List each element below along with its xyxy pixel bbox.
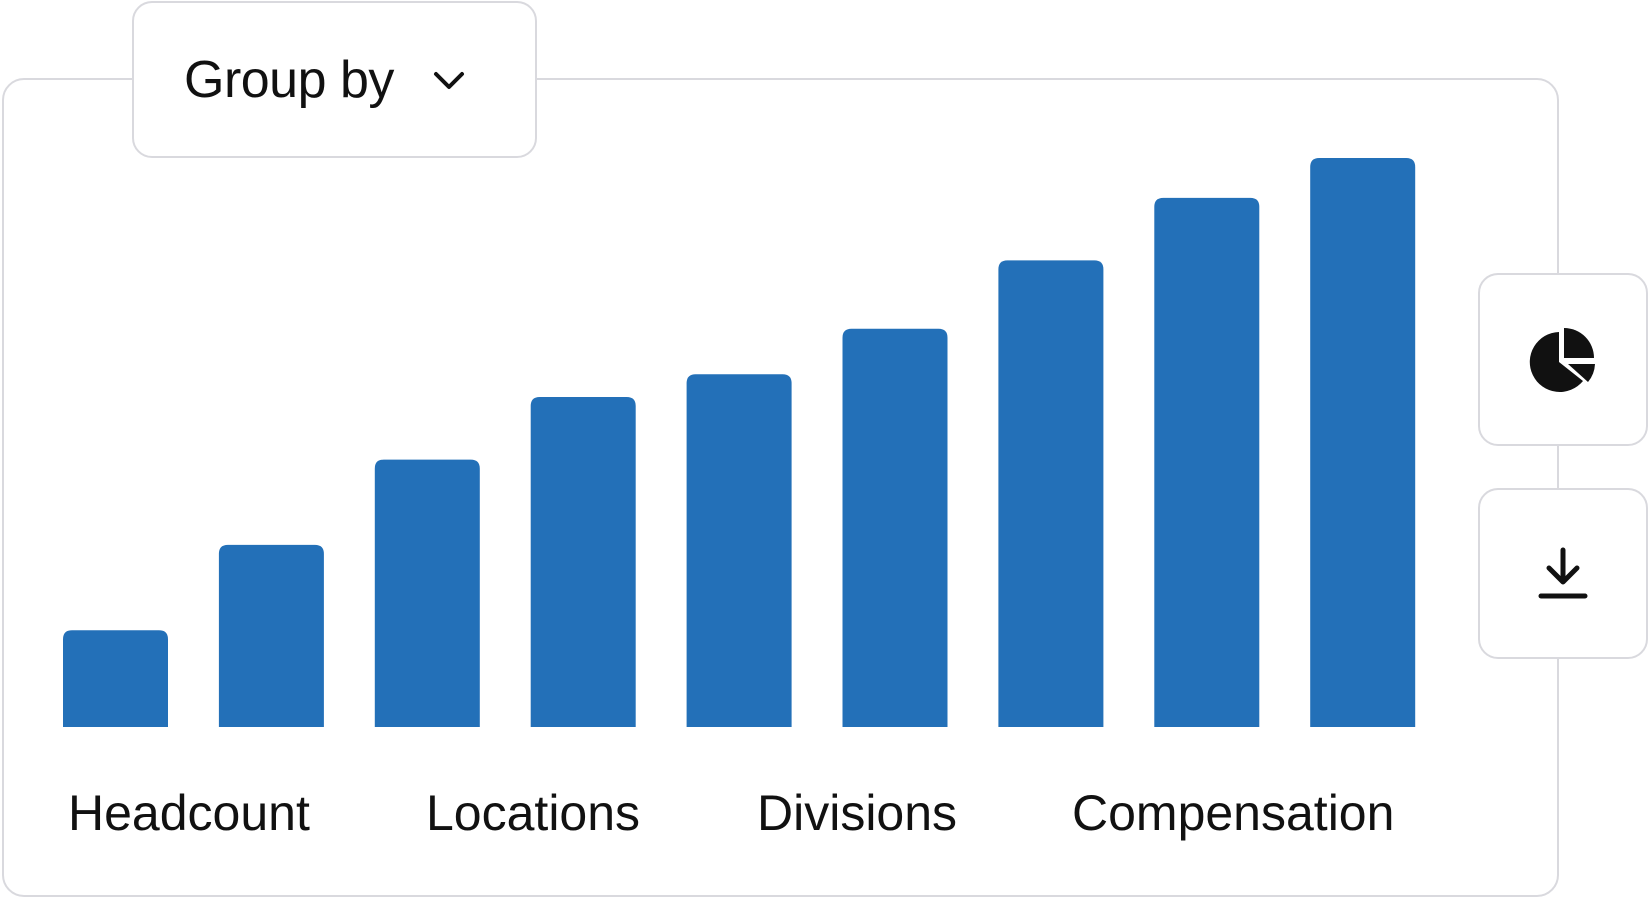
group-by-label: Group by	[184, 50, 394, 109]
bar-6	[842, 328, 948, 727]
bar-2	[218, 544, 324, 727]
bar-5	[686, 374, 792, 727]
download-button[interactable]	[1478, 488, 1648, 659]
bar-7	[998, 260, 1104, 727]
download-icon	[1538, 547, 1588, 598]
pie-chart-button[interactable]	[1478, 273, 1648, 446]
x-tick-label: Compensation	[1072, 785, 1394, 841]
pie-chart-icon	[1529, 327, 1595, 392]
chevron-down-icon	[433, 71, 464, 89]
x-tick-label: Divisions	[757, 785, 957, 841]
bar-3	[374, 459, 480, 727]
x-tick-label: Headcount	[68, 785, 310, 841]
bar-4	[530, 396, 636, 727]
x-tick-label: Locations	[426, 785, 640, 841]
group-by-dropdown[interactable]: Group by	[132, 1, 537, 158]
bar-8	[1154, 197, 1260, 727]
bar-1	[63, 630, 168, 727]
bar-9	[1310, 158, 1416, 727]
